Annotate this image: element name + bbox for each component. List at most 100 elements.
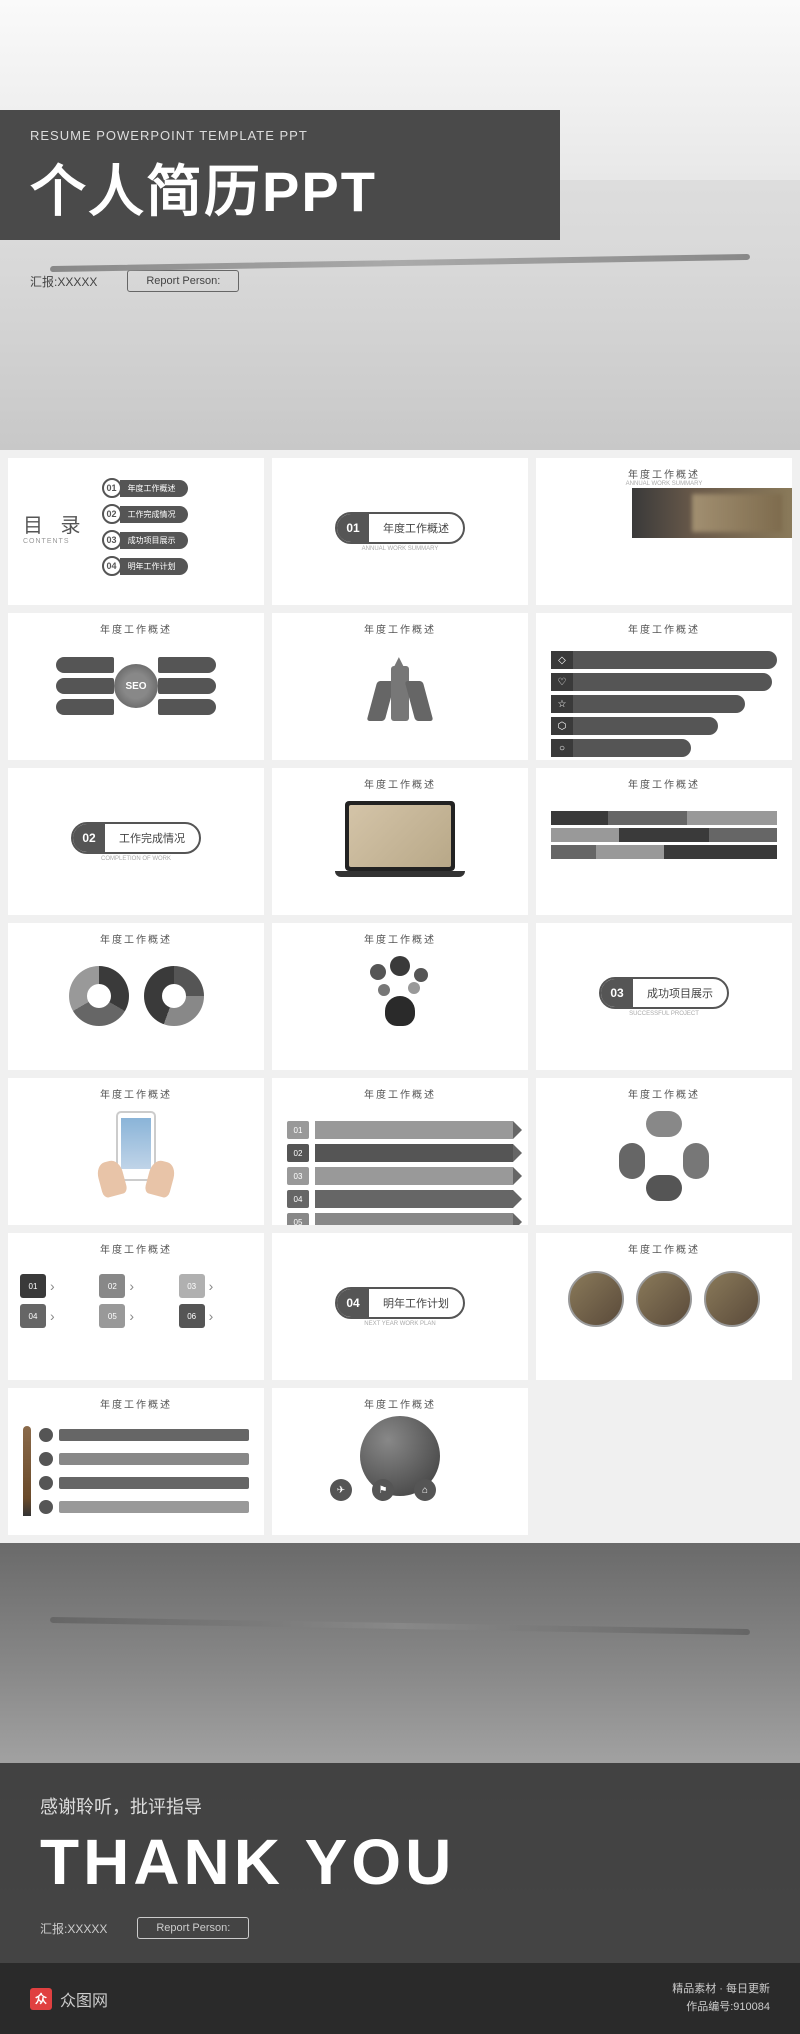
bar-icon: ♡ (551, 673, 573, 691)
hero-author: 汇报:XXXXX (30, 273, 97, 290)
slide-title: 年度工作概述 (536, 768, 792, 791)
toc-num: 02 (102, 504, 122, 524)
arrow-body (315, 1121, 513, 1139)
section-num: 04 (337, 1289, 369, 1317)
section-label: 工作完成情况 (105, 830, 199, 846)
grid6-item: 01› (20, 1274, 93, 1298)
slide-brain: 年度工作概述 (272, 923, 528, 1070)
section-pill-03: 03 成功项目展示 (599, 977, 729, 1009)
slide-title: 年度工作概述 (272, 768, 528, 791)
pencil-icon (23, 1426, 31, 1516)
section-num: 02 (73, 824, 105, 852)
bar-row: ○ (551, 739, 777, 757)
bar-body (573, 717, 718, 735)
seo-center: SEO (114, 664, 158, 708)
slide-title-sub: ANNUAL WORK SUMMARY (536, 481, 792, 487)
toc-num: 04 (102, 556, 122, 576)
section-sub: ANNUAL WORK SUMMARY (362, 546, 439, 552)
slide-empty (536, 1388, 792, 1535)
bar-row: ◇ (551, 651, 777, 669)
section-label: 成功项目展示 (633, 985, 727, 1001)
hero-subtitle: RESUME POWERPOINT TEMPLATE PPT (30, 128, 530, 143)
bar-row: ☆ (551, 695, 777, 713)
section-sub: SUCCESSFUL PROJECT (629, 1011, 699, 1017)
phone-in-hands-icon (91, 1106, 181, 1196)
chevron-icon: › (50, 1278, 55, 1294)
pie-chart-1 (69, 966, 129, 1026)
arrow-list-item: 04 (287, 1190, 513, 1208)
slide-title: 年度工作概述 (272, 1388, 528, 1411)
footer-logo-icon: 众 (30, 1988, 52, 2010)
closing-report-button: Report Person: (137, 1917, 249, 1939)
slide-title: 年度工作概述 (536, 458, 792, 481)
footer-brand: 众图网 (60, 1987, 108, 2011)
arrow-num: 03 (287, 1167, 309, 1185)
sphere-icon: ✈⚑⌂ (360, 1416, 440, 1496)
slide-circles3: 年度工作概述 (536, 1233, 792, 1380)
slide-image-band: 年度工作概述 ANNUAL WORK SUMMARY (536, 458, 792, 605)
hero-report-button: Report Person: (127, 270, 239, 292)
slide-arrows-list: 年度工作概述 0102030405 (272, 1078, 528, 1225)
pie-chart-2 (144, 966, 204, 1026)
bar-body (573, 651, 777, 669)
slide-pencil: 年度工作概述 (8, 1388, 264, 1535)
slide-title: 年度工作概述 (8, 1078, 264, 1101)
bar-body (573, 695, 745, 713)
slide-section-01: 01 年度工作概述 ANNUAL WORK SUMMARY (272, 458, 528, 605)
toc-heading-sub: CONTENTS (23, 538, 87, 545)
hero-title-band: RESUME POWERPOINT TEMPLATE PPT 个人简历PPT (0, 110, 560, 240)
closing-slide: 感谢聆听，批评指导 THANK YOU 汇报:XXXXX Report Pers… (0, 1543, 800, 1963)
hero-title: 个人简历PPT (30, 147, 530, 228)
circle-photo-3 (704, 1271, 760, 1327)
laptop-icon (345, 801, 455, 871)
grid6-num: 05 (99, 1304, 125, 1328)
bar-body (573, 739, 691, 757)
bar-icon: ☆ (551, 695, 573, 713)
bar-row: ♡ (551, 673, 777, 691)
slide-title: 年度工作概述 (8, 923, 264, 946)
slide-pies: 年度工作概述 (8, 923, 264, 1070)
footer-slogan: 精品素材 · 每日更新 (672, 1981, 770, 1999)
chevron-icon: › (209, 1308, 214, 1324)
slide-title: 年度工作概述 (536, 1233, 792, 1256)
section-pill-02: 02 工作完成情况 (71, 822, 201, 854)
slide-title: 年度工作概述 (8, 613, 264, 636)
toc-label: 明年工作计划 (120, 558, 188, 575)
circle-photo-1 (568, 1271, 624, 1327)
arrow-body (315, 1144, 513, 1162)
slide-grid6: 年度工作概述 01›02›03›04›05›06› (8, 1233, 264, 1380)
slide-timeline: 年度工作概述 (536, 768, 792, 915)
section-num: 01 (337, 514, 369, 542)
circle-photo-2 (636, 1271, 692, 1327)
arrow-body (315, 1167, 513, 1185)
brain-bubbles-icon (360, 956, 440, 1026)
site-footer: 众 众图网 精品素材 · 每日更新 作品编号:910084 (0, 1963, 800, 2034)
section-label: 年度工作概述 (369, 520, 463, 536)
timeline-row (551, 828, 777, 842)
slide-3arrows: 年度工作概述 (272, 613, 528, 760)
chevron-icon: › (129, 1278, 134, 1294)
grid6-item: 05› (99, 1304, 172, 1328)
arrow-num: 01 (287, 1121, 309, 1139)
grid6-num: 04 (20, 1304, 46, 1328)
hero-meta: 汇报:XXXXX Report Person: (30, 270, 239, 292)
toc-heading: 目 录 (23, 509, 87, 538)
toc-item: 04明年工作计划 (102, 556, 188, 576)
grid6-num: 03 (179, 1274, 205, 1298)
three-arrows-icon (360, 651, 440, 721)
section-sub: NEXT YEAR WORK PLAN (364, 1321, 435, 1327)
footer-work-id: 作品编号:910084 (672, 1999, 770, 2017)
toc-label: 工作完成情况 (120, 506, 188, 523)
toc-item: 03成功项目展示 (102, 530, 188, 550)
hero-slide: RESUME POWERPOINT TEMPLATE PPT 个人简历PPT 汇… (0, 0, 800, 450)
arrow-num: 02 (287, 1144, 309, 1162)
arrow-body (315, 1190, 513, 1208)
slide-title: 年度工作概述 (8, 1233, 264, 1256)
grid6-item: 04› (20, 1304, 93, 1328)
sphere-dot-icon: ⌂ (414, 1479, 436, 1501)
toc-item: 02工作完成情况 (102, 504, 188, 524)
toc-label: 年度工作概述 (120, 480, 188, 497)
closing-subtitle: 感谢聆听，批评指导 (40, 1793, 760, 1819)
slides-grid: 目 录 CONTENTS 01年度工作概述02工作完成情况03成功项目展示04明… (0, 450, 800, 1543)
slide-sphere: 年度工作概述 ✈⚑⌂ (272, 1388, 528, 1535)
